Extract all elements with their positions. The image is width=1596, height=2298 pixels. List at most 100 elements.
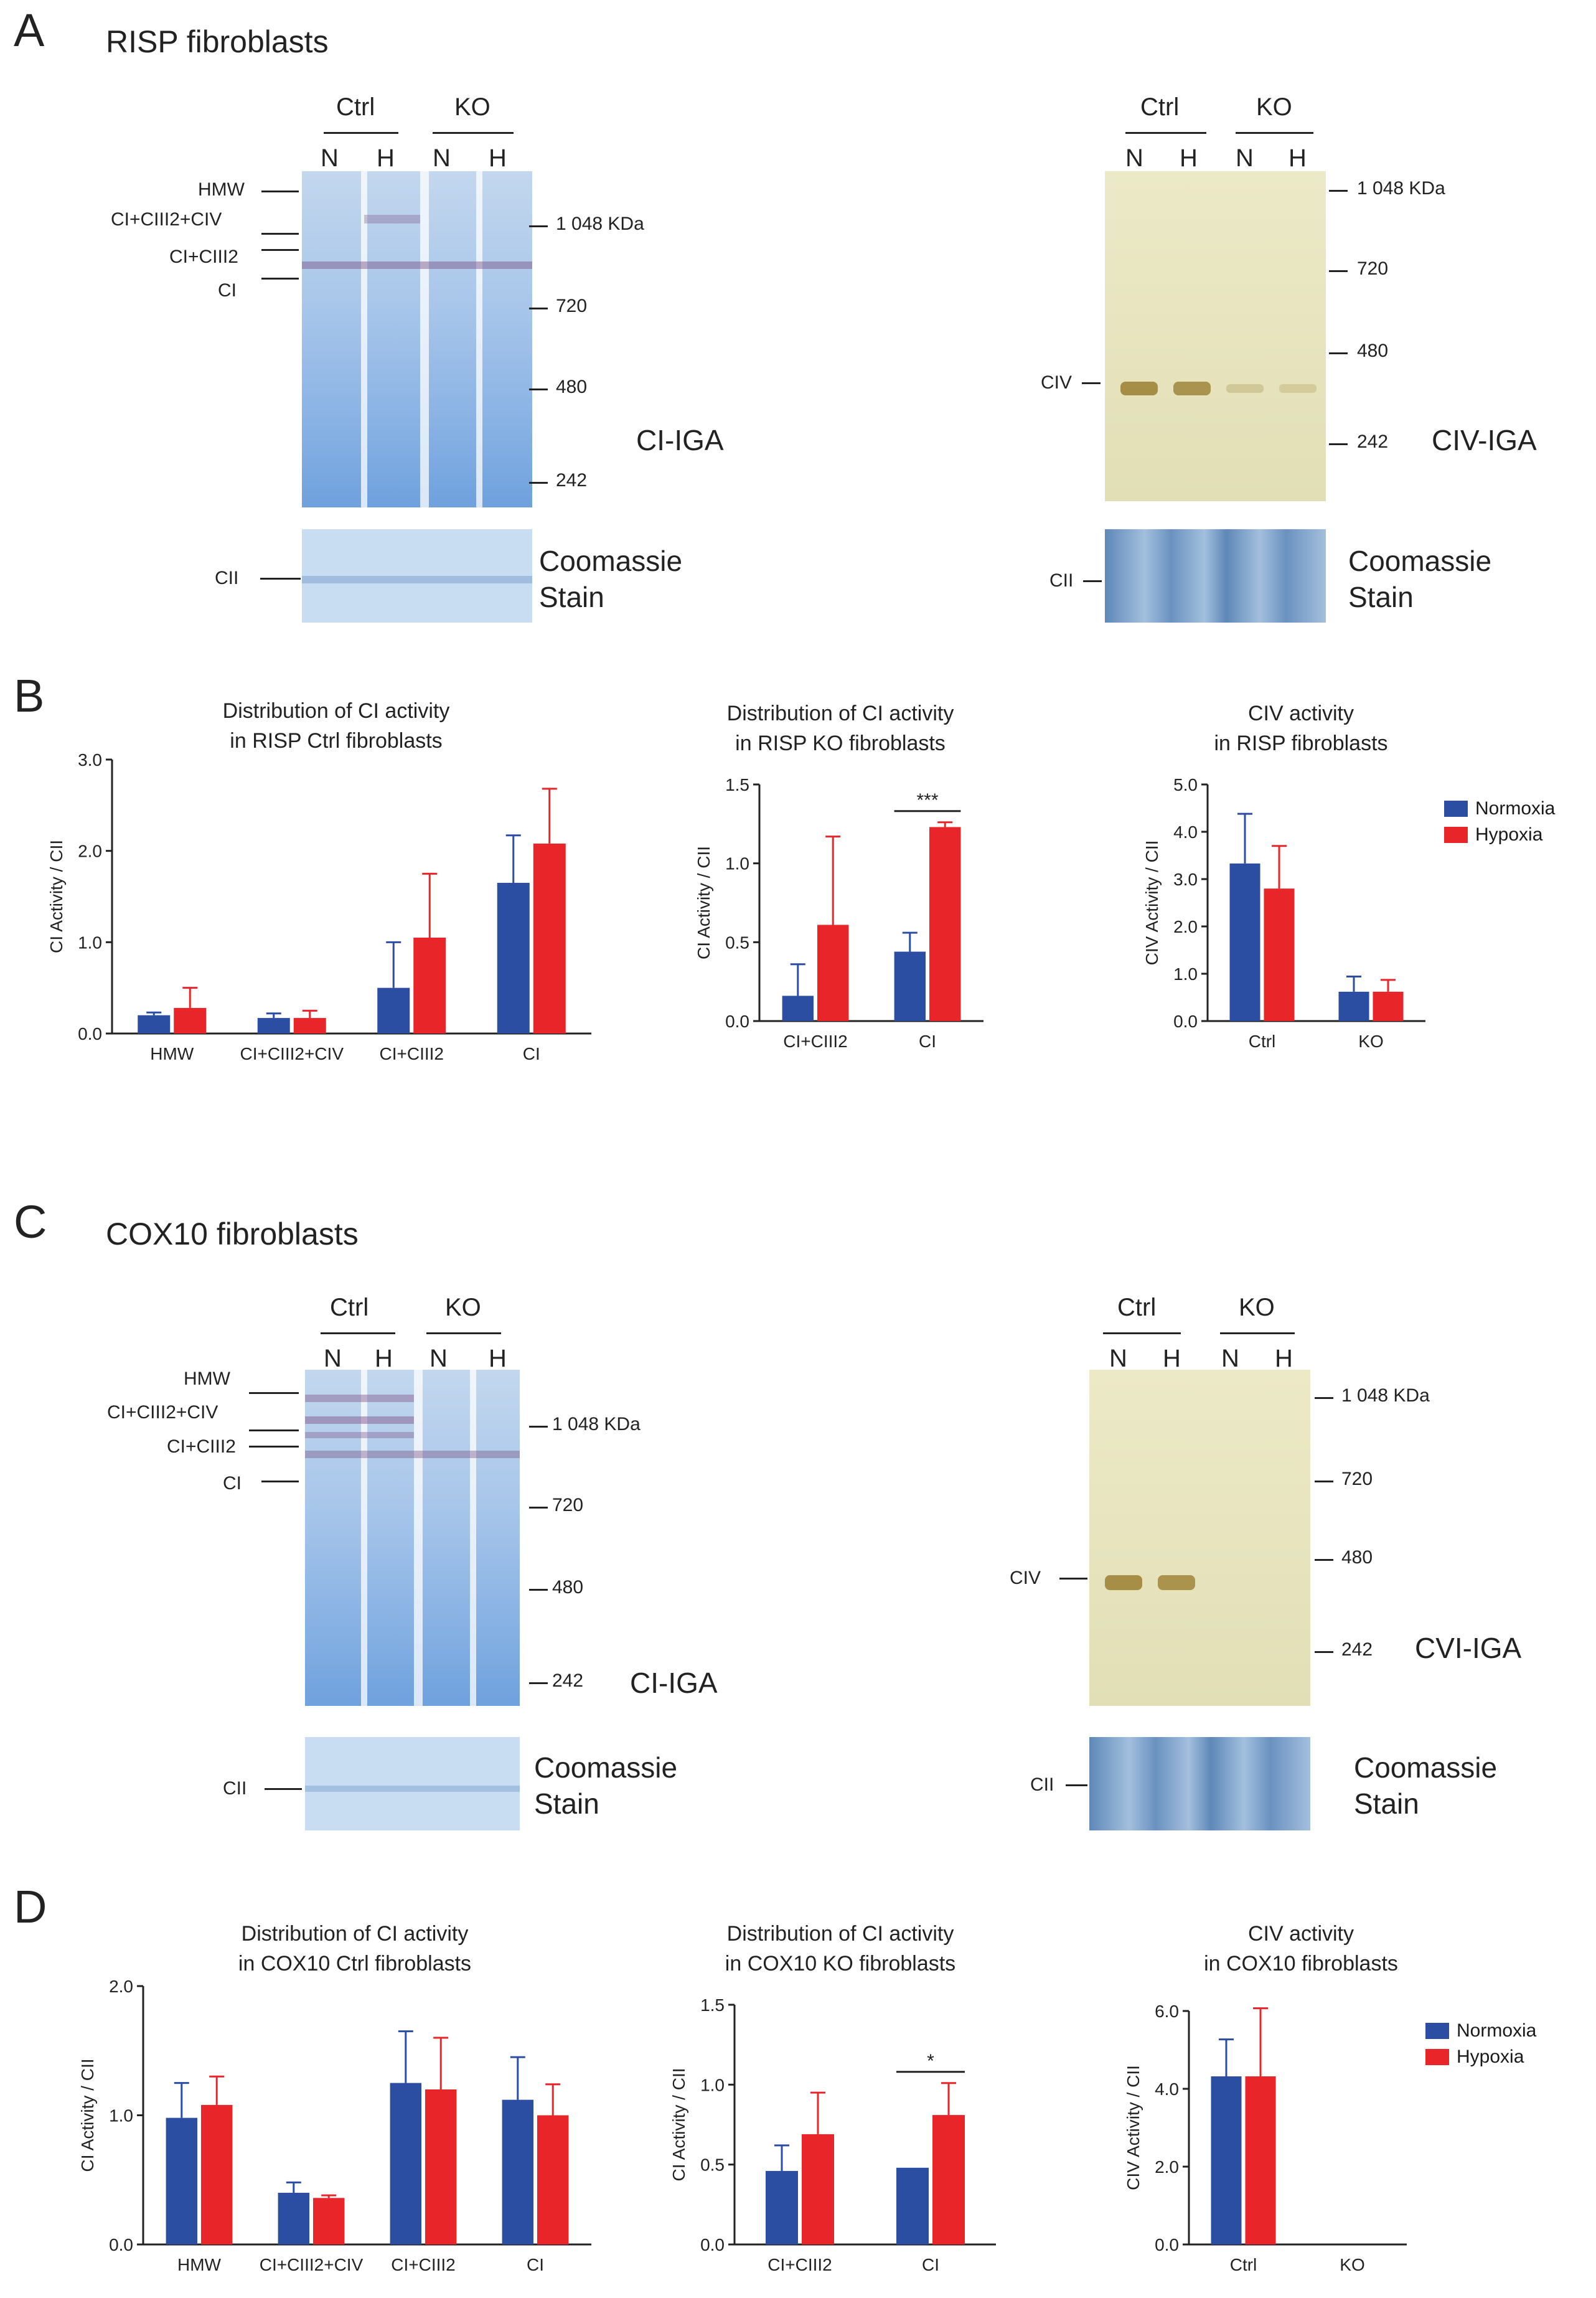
gel-a1-m242: 242	[556, 470, 588, 491]
gel-c2-m242: 242	[1341, 1639, 1373, 1660]
gel-a1-ci-iga	[302, 171, 532, 507]
gel-a2-stain-label: Coomassie Stain	[1348, 545, 1492, 613]
gel-c1-m720: 720	[552, 1495, 584, 1515]
legend-b-normoxia-label: Normoxia	[1475, 798, 1556, 819]
panel-letter-c: C	[14, 1196, 47, 1248]
legend-d-hypoxia-label: Hypoxia	[1457, 2046, 1524, 2067]
x-tick-label: KO	[1340, 2255, 1364, 2274]
gel-a2-ko-label: KO	[1256, 93, 1292, 121]
y-tick-label: 1.0	[700, 2075, 725, 2094]
gel-a2-cii: CII	[1049, 570, 1074, 591]
bar-hypoxia	[313, 2198, 345, 2244]
y-tick-label: 5.0	[1173, 775, 1198, 794]
legend-d: Normoxia Hypoxia	[1425, 2020, 1536, 2068]
legend-b: Normoxia Hypoxia	[1444, 798, 1555, 845]
chart-d1-title: Distribution of CI activity in COX10 Ctrl…	[238, 1922, 472, 1975]
x-tick-label: KO	[1358, 1032, 1383, 1051]
gel-a2-civ-iga	[1105, 171, 1326, 501]
y-tick-label: 4.0	[1173, 822, 1198, 842]
x-tick-label: HMW	[177, 2255, 222, 2274]
chart-b1: 0.0 1.0 2.0 3.0 CI Activity / CII HMW CI+CIII2…	[47, 750, 591, 1063]
gel-a2-h1: H	[1180, 144, 1198, 172]
x-tick-label: CI	[527, 2255, 544, 2274]
gel-c2-civ-iga	[1089, 1370, 1310, 1706]
gel-a1-hmw: HMW	[198, 179, 245, 200]
gel-a1-coomassie-strip	[302, 529, 532, 623]
y-tick-label: 2.0	[78, 842, 102, 861]
y-tick-label: 0.0	[1173, 1012, 1198, 1031]
chart-d3-title: CIV activity in COX10 fibroblasts	[1204, 1922, 1398, 1975]
x-tick-label: Ctrl	[1230, 2255, 1257, 2274]
bar-hypoxia	[293, 1018, 326, 1034]
legend-d-normoxia-swatch	[1425, 2023, 1449, 2039]
y-tick-label: 4.0	[1155, 2079, 1179, 2099]
y-axis-label: CIV Activity / CII	[1142, 841, 1162, 966]
y-tick-label: 1.5	[700, 1995, 725, 2015]
x-tick-label: CI+CIII2	[391, 2255, 455, 2274]
y-tick-label: 2.0	[109, 1977, 133, 1996]
gel-c1-m480: 480	[552, 1577, 584, 1598]
x-tick-label: CI	[919, 1032, 936, 1051]
chart-d3: 0.0 2.0 4.0 6.0 CIV Activity / CII Ctrl KO	[1124, 2002, 1407, 2274]
gel-a2-n2: N	[1236, 144, 1254, 172]
y-tick-label: 0.5	[700, 2155, 725, 2175]
x-tick-label: CI	[922, 2255, 939, 2274]
y-tick-label: 0.0	[700, 2235, 725, 2254]
gel-c1-h1: H	[375, 1345, 393, 1372]
gel-c2-ctrl-label: Ctrl	[1117, 1294, 1157, 1321]
bar-hypoxia	[817, 925, 849, 1021]
gel-a2-n1: N	[1125, 144, 1143, 172]
gel-c1-stain-label: Coomassie Stain	[534, 1751, 678, 1820]
chart-b2-title: Distribution of CI activity in RISP KO fi…	[726, 702, 954, 755]
bar-normoxia	[896, 2167, 929, 2244]
bar-hypoxia	[1245, 2076, 1276, 2244]
y-axis-label: CI Activity / CII	[669, 2068, 688, 2181]
chart-b3-title: CIV activity in RISP fibroblasts	[1214, 702, 1388, 755]
gel-a1-ci: CI	[218, 280, 237, 301]
bar-normoxia	[1338, 991, 1369, 1021]
bar-normoxia	[257, 1018, 290, 1034]
gel-a1-ci-ciii2: CI+CIII2	[169, 247, 238, 267]
chart-b3: 0.0 1.0 2.0 3.0 4.0 5.0 CIV Activity / CII Ctrl…	[1142, 775, 1425, 1051]
gel-a1-ci-ciii2-civ: CI+CIII2+CIV	[111, 209, 222, 230]
gel-a1-n2: N	[433, 144, 451, 172]
y-tick-label: 0.5	[725, 933, 749, 952]
bar-hypoxia	[1373, 991, 1404, 1021]
gel-c1-hmw: HMW	[184, 1368, 230, 1389]
gel-c2-ko-label: KO	[1239, 1294, 1275, 1321]
bar-normoxia	[1211, 2076, 1242, 2244]
gel-a1-ctrl-label: Ctrl	[336, 93, 375, 121]
x-tick-label: Ctrl	[1249, 1032, 1276, 1051]
panel-title-c: COX10 fibroblasts	[106, 1217, 359, 1251]
gel-a2-m242: 242	[1357, 431, 1389, 452]
gel-c1-m242: 242	[552, 1670, 584, 1691]
bar-normoxia	[782, 996, 814, 1021]
bar-normoxia	[138, 1015, 171, 1034]
gel-c2-coomassie-strip	[1089, 1737, 1310, 1830]
gel-c1-ci-ciii2-civ: CI+CIII2+CIV	[107, 1402, 218, 1423]
legend-b-hypoxia-swatch	[1444, 827, 1468, 843]
gel-c1-ci-iga-label: CI-IGA	[630, 1667, 718, 1699]
gel-c2-cvi-iga-label: CVI-IGA	[1415, 1632, 1522, 1664]
gel-a2-m1048: 1 048 KDa	[1357, 178, 1445, 199]
gel-a1-ci-iga-label: CI-IGA	[636, 424, 724, 456]
chart-b1-title: Distribution of CI activity in RISP Ctrl …	[222, 699, 450, 753]
gel-c2-m480: 480	[1341, 1547, 1373, 1568]
gel-a1-m720: 720	[556, 296, 588, 316]
bar-hypoxia	[425, 2089, 457, 2244]
y-tick-label: 1.0	[1173, 964, 1198, 984]
gel-a2-m480: 480	[1357, 341, 1389, 361]
y-tick-label: 1.0	[78, 933, 102, 952]
gel-c2-cii: CII	[1030, 1774, 1054, 1795]
gel-a2-m720: 720	[1357, 258, 1389, 279]
y-axis-label: CIV Activity / CII	[1124, 2065, 1143, 2190]
gel-a1-m1048: 1 048 KDa	[556, 214, 644, 234]
bar-hypoxia	[174, 1007, 207, 1034]
gel-c1-n2: N	[430, 1345, 448, 1372]
gel-c2-n2: N	[1221, 1345, 1239, 1372]
gel-a1-ko-label: KO	[454, 93, 491, 121]
bar-hypoxia	[413, 938, 446, 1034]
gel-c2-m720: 720	[1341, 1469, 1373, 1489]
bar-normoxia	[166, 2117, 197, 2244]
gel-c2-stain-label: Coomassie Stain	[1354, 1751, 1498, 1820]
